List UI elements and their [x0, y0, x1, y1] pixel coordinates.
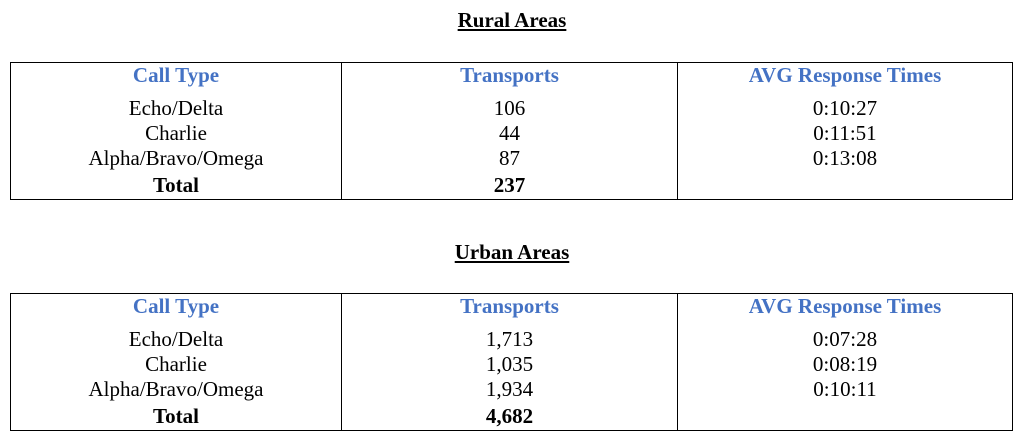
table-cell: 1,934	[341, 377, 678, 402]
total-cell: Total	[10, 171, 342, 200]
table-cell: Alpha/Bravo/Omega	[10, 146, 342, 171]
table-cell: 0:10:11	[677, 377, 1013, 402]
header-row: Call Type Transports AVG Response Times	[10, 62, 1013, 96]
table-row: Charlie 1,035 0:08:19	[10, 352, 1013, 377]
table-cell: 1,713	[341, 327, 678, 352]
header-row: Call Type Transports AVG Response Times	[10, 293, 1013, 327]
data-table: Call Type Transports AVG Response Times Ech…	[10, 62, 1013, 200]
table-cell: 1,035	[341, 352, 678, 377]
table-cell: Alpha/Bravo/Omega	[10, 377, 342, 402]
section-title: Rural Areas	[457, 8, 567, 32]
total-row: Total 4,682	[10, 402, 1013, 431]
header-cell: Call Type	[10, 62, 342, 96]
table-row: Charlie 44 0:11:51	[10, 121, 1013, 146]
header-cell: AVG Response Times	[677, 293, 1013, 327]
data-table: Call Type Transports AVG Response Times Ech…	[10, 293, 1013, 431]
table-row: Echo/Delta 106 0:10:27	[10, 96, 1013, 121]
header-cell: Call Type	[10, 293, 342, 327]
total-cell: Total	[10, 402, 342, 431]
table-cell: Echo/Delta	[10, 96, 342, 121]
total-cell: 237	[341, 171, 678, 200]
header-cell: Transports	[341, 62, 678, 96]
table-row: Alpha/Bravo/Omega 87 0:13:08	[10, 146, 1013, 171]
table-row: Echo/Delta 1,713 0:07:28	[10, 327, 1013, 352]
section-title: Urban Areas	[454, 240, 570, 264]
table-cell: 87	[341, 146, 678, 171]
table-cell: Charlie	[10, 121, 342, 146]
table-cell: 0:07:28	[677, 327, 1013, 352]
empty-cell	[677, 402, 1013, 431]
table-cell: 0:08:19	[677, 352, 1013, 377]
total-row: Total 237	[10, 171, 1013, 200]
table-cell: 106	[341, 96, 678, 121]
table-cell: Echo/Delta	[10, 327, 342, 352]
total-cell: 4,682	[341, 402, 678, 431]
header-cell: AVG Response Times	[677, 62, 1013, 96]
empty-cell	[677, 171, 1013, 200]
table-row: Alpha/Bravo/Omega 1,934 0:10:11	[10, 377, 1013, 402]
table-cell: Charlie	[10, 352, 342, 377]
table-cell: 0:13:08	[677, 146, 1013, 171]
table-cell: 0:11:51	[677, 121, 1013, 146]
table-cell: 0:10:27	[677, 96, 1013, 121]
table-cell: 44	[341, 121, 678, 146]
header-cell: Transports	[341, 293, 678, 327]
